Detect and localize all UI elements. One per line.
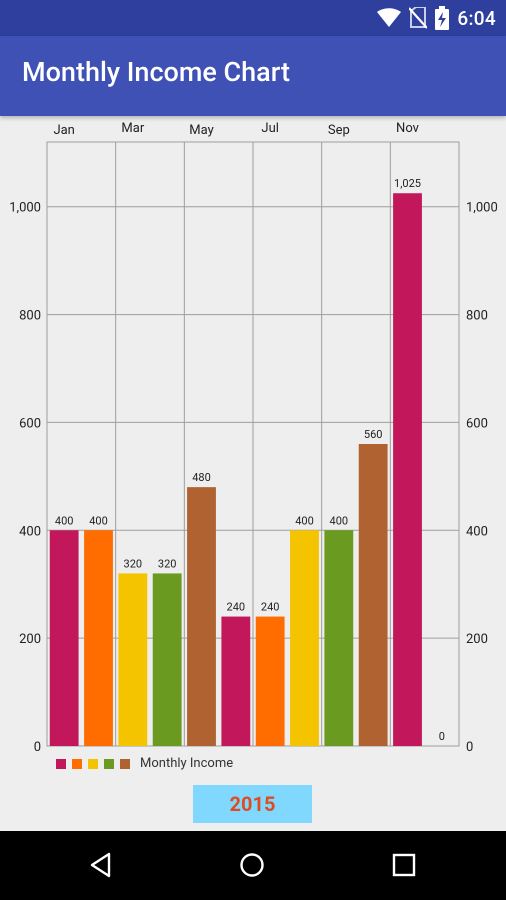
income-bar-chart: 0 0 200 200 400 400 600 600 800 800 1,000 1,000 Jan M… <box>9 121 498 755</box>
bar <box>393 193 422 746</box>
bar-value-label: 480 <box>192 471 211 484</box>
x-tick-label: May <box>189 123 213 138</box>
legend-label: Monthly Income <box>140 755 234 771</box>
bar-value-label: 0 <box>439 730 445 743</box>
y-tick-label-right: 600 <box>466 416 488 431</box>
bar-value-label: 240 <box>261 601 280 614</box>
bar <box>221 616 251 746</box>
x-tick-label: Sep <box>328 123 350 138</box>
status-bar: 6:04 <box>0 0 506 36</box>
bar-value-label: 320 <box>124 557 143 570</box>
bar <box>49 530 79 746</box>
bar-value-label: 400 <box>89 514 108 527</box>
bar <box>255 616 285 746</box>
bar-value-label: 240 <box>227 601 246 614</box>
home-icon <box>240 853 264 877</box>
x-tick-label: Nov <box>396 121 420 136</box>
home-button[interactable] <box>232 845 272 885</box>
chart-legend: Monthly Income <box>56 754 233 772</box>
y-tick-label-left: 800 <box>19 309 41 324</box>
x-tick-label: Mar <box>121 121 144 136</box>
legend-swatch <box>56 758 66 769</box>
bar <box>84 530 113 746</box>
recents-button[interactable] <box>384 845 424 885</box>
legend-swatch <box>88 758 98 769</box>
bar <box>324 530 354 746</box>
bar <box>187 487 216 746</box>
y-tick-label-left: 0 <box>34 740 41 755</box>
y-tick-label-right: 800 <box>466 309 488 324</box>
legend-swatches <box>56 754 140 773</box>
y-tick-label-left: 400 <box>19 524 41 539</box>
x-tick-label: Jan <box>53 123 74 138</box>
y-tick-label-right: 400 <box>466 524 488 539</box>
legend-swatch <box>72 758 82 769</box>
app-bar: Monthly Income Chart <box>0 36 506 116</box>
y-tick-label-left: 600 <box>19 416 41 431</box>
bar <box>290 530 319 746</box>
bar <box>152 573 182 746</box>
no-sim-icon <box>409 7 428 29</box>
recents-icon <box>392 853 416 877</box>
bar-value-label: 320 <box>158 557 177 570</box>
y-tick-label-left: 200 <box>19 632 41 647</box>
nav-bar <box>0 831 506 900</box>
bar-value-label: 400 <box>55 514 74 527</box>
back-button[interactable] <box>81 845 121 885</box>
legend-swatch <box>104 758 114 769</box>
bar-value-label: 560 <box>364 428 383 441</box>
income-chart: 0 0 200 200 400 400 600 600 800 800 1,000 1,000 Jan M… <box>0 116 506 780</box>
bar-value-label: 400 <box>295 514 314 527</box>
y-tick-label-right: 0 <box>466 740 473 755</box>
legend-swatch <box>120 758 130 769</box>
bar <box>358 444 388 746</box>
year-button[interactable]: 2015 <box>193 785 312 823</box>
bar-value-label: 1,025 <box>394 177 421 190</box>
bar <box>118 573 148 746</box>
bar-value-label: 400 <box>330 514 349 527</box>
y-tick-label-right: 1,000 <box>466 201 498 216</box>
y-tick-label-left: 1,000 <box>9 201 41 216</box>
status-time: 6:04 <box>457 6 496 30</box>
y-tick-label-right: 200 <box>466 632 488 647</box>
x-tick-label: Jul <box>261 121 279 136</box>
app-title: Monthly Income Chart <box>22 56 290 88</box>
battery-charging-icon <box>435 6 450 30</box>
status-icons: 6:04 <box>377 6 496 30</box>
back-icon <box>90 852 111 878</box>
wifi-icon <box>377 8 402 27</box>
